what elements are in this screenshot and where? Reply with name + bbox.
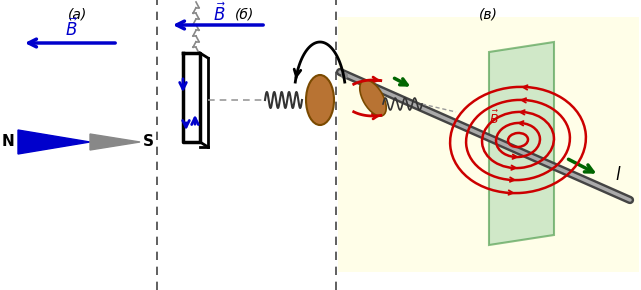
Text: (а): (а): [69, 7, 88, 21]
Polygon shape: [489, 42, 554, 245]
Text: $\vec{B}$: $\vec{B}$: [213, 3, 227, 25]
Polygon shape: [90, 134, 140, 150]
Bar: [338, 17, 639, 272]
Text: $l$: $l$: [615, 166, 621, 184]
Polygon shape: [18, 130, 90, 154]
Ellipse shape: [306, 75, 334, 125]
Text: $\vec{B}$: $\vec{B}$: [489, 109, 499, 127]
Text: $\vec{B}$: $\vec{B}$: [65, 18, 79, 40]
Text: N: N: [2, 135, 14, 150]
Text: S: S: [142, 135, 153, 150]
Text: (б): (б): [235, 7, 254, 21]
Ellipse shape: [360, 80, 387, 116]
Text: (в): (в): [479, 7, 497, 21]
